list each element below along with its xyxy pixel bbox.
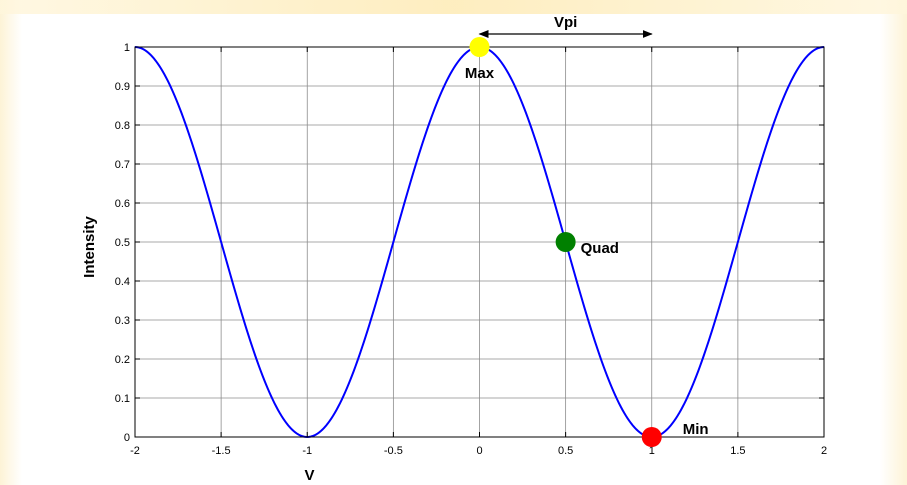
max-label: Max xyxy=(465,65,495,82)
y-tick-label: 0.6 xyxy=(115,198,130,210)
quad-label: Quad xyxy=(581,240,619,257)
x-tick-label: 1 xyxy=(649,445,655,457)
x-axis-label: V xyxy=(304,467,314,484)
y-tick-label: 0.4 xyxy=(115,276,130,288)
y-axis-label: Intensity xyxy=(81,216,98,278)
y-tick-label: 0.2 xyxy=(115,354,130,366)
x-tick-label: 1.5 xyxy=(730,445,745,457)
y-tick-label: 0.1 xyxy=(115,393,130,405)
y-tick-label: 1 xyxy=(124,42,130,54)
marker-layer: Max Quad Min xyxy=(465,37,709,447)
x-tick-label: -2 xyxy=(130,445,140,457)
y-tick-label: 0.5 xyxy=(115,237,130,249)
annotation-layer: Vpi xyxy=(478,14,653,38)
min-marker xyxy=(641,427,662,447)
vpi-label: Vpi xyxy=(554,14,577,31)
x-tick-label: -0.5 xyxy=(384,445,403,457)
x-tick-label: 0.5 xyxy=(558,445,573,457)
x-tick-label: -1 xyxy=(302,445,312,457)
x-tick-label: 0 xyxy=(476,445,482,457)
y-tick-label: 0.3 xyxy=(115,315,130,327)
grid-lines xyxy=(134,46,825,438)
x-tick-label: -1.5 xyxy=(212,445,231,457)
y-tick-label: 0 xyxy=(124,432,130,444)
quad-marker xyxy=(555,232,576,252)
min-label: Min xyxy=(683,421,709,438)
tick-layer: -2 -1.5 -1 -0.5 0 0.5 1 1.5 2 0 0.1 0.2 0.3 0.4 0.5 0.6… xyxy=(115,42,827,457)
y-tick-label: 0.8 xyxy=(115,120,130,132)
x-tick-label: 2 xyxy=(821,445,827,457)
y-tick-label: 0.9 xyxy=(115,81,130,93)
y-tick-label: 0.7 xyxy=(115,159,130,171)
max-marker xyxy=(469,37,490,57)
